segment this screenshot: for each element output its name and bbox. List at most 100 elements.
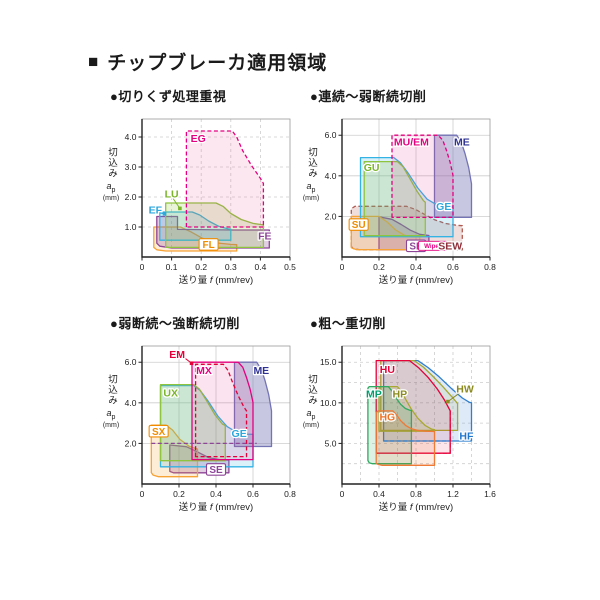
y-tick-label: 5.0 [325,438,337,448]
x-tick-label: 0.6 [247,489,259,499]
label-pointer-marker [178,206,182,211]
x-axis-label: 送り量 f (mm/rev) [179,274,253,286]
chart-body: 切込み ap (mm) 0 0.2 0.4 0.6 0.8 2.0 4.0 6.0 送り量 f … [100,334,300,530]
x-tick-label: 1.2 [447,489,459,499]
x-tick-label: 0 [140,489,145,499]
x-tick-label: 0.1 [166,262,178,272]
charts-grid: ●切りくず処理重視 切込み ap (mm) 0 0.1 0.2 0.3 0.4 0.5 1.… [100,86,500,530]
wiper-badge-text: Wiper [424,243,442,250]
chart-subtitle-interrupted: ●弱断続〜強断続切削 [110,316,240,331]
label-pointer-line [447,392,460,403]
x-axis-label: 送り量 f (mm/rev) [379,274,453,286]
region-label-HW: HW [456,384,474,396]
label-pointer-marker [189,361,194,366]
x-tick-label: 0.4 [254,262,266,272]
y-tick-label: 1.0 [125,222,137,232]
label-pointer-marker [162,212,167,216]
region-MX [191,361,254,461]
region-label-MP: MP [366,388,382,400]
x-tick-label: 0.3 [225,262,237,272]
region-LU [165,202,265,249]
x-tick-label: 0.8 [284,489,296,499]
region-label-GE: GE [436,201,451,213]
x-tick-label: 0.5 [284,262,296,272]
chart-subtitle-heavy: ●粗〜重切削 [310,316,386,331]
y-axis-label: 切込み ap (mm) [302,147,320,203]
chart-cell-chip-control: ●切りくず処理重視 切込み ap (mm) 0 0.1 0.2 0.3 0.4 0.5 1.… [100,86,300,303]
region-label-ME: ME [253,365,269,377]
label-pointer-marker [446,399,450,404]
x-tick-label: 0.4 [373,489,385,499]
region-label-GU: GU [364,162,380,174]
region-EG [185,130,265,228]
page-title-text: チップブレーカ適用領域 [107,53,328,74]
x-tick-label: 0.4 [410,262,422,272]
y-tick-label: 3.0 [125,162,137,172]
region-label-HG: HG [379,412,395,424]
region-label-UX: UX [163,388,178,400]
region-label-HU: HU [380,364,395,376]
x-tick-label: 0 [340,489,345,499]
y-tick-label: 4.0 [325,171,337,181]
region-label-MU/EM: MU/EM [394,136,429,148]
title-square-icon: ■ [88,52,100,71]
y-tick-label: 6.0 [325,130,337,140]
region-label-box-SU [348,218,369,231]
region-label-LU: LU [165,189,179,201]
x-tick-label: 0.2 [173,489,185,499]
region-label-HP: HP [393,388,408,400]
y-tick-label: 2.0 [125,192,137,202]
x-tick-label: 0.6 [447,262,459,272]
region-label-EF: EF [149,205,163,217]
region-label-ME: ME [454,136,470,148]
x-tick-label: 0 [140,262,145,272]
region-label-SX: SX [152,427,166,438]
chart-cell-heavy: ●粗〜重切削 切込み ap (mm) 0 0.4 0.8 1.2 1.6 5.0 10.0 1… [300,313,500,530]
chart-body: 切込み ap (mm) 0 0.1 0.2 0.3 0.4 0.5 1.0 2.0 3.0 4.0… [100,107,300,303]
chart-subtitle-continuous: ●連続〜弱断続切削 [310,89,427,104]
y-tick-label: 15.0 [320,357,337,367]
region-EF [159,211,232,241]
x-axis-label: 送り量 f (mm/rev) [379,501,453,513]
region-label-EM: EM [169,349,185,361]
chart-svg-chip-control: 0 0.1 0.2 0.3 0.4 0.5 1.0 2.0 3.0 4.0 送り量 f (mm/re… [125,118,296,286]
region-MP [367,385,413,465]
region-label-SEW: SEW [438,240,462,252]
chart-cell-continuous: ●連続〜弱断続切削 切込み ap (mm) 0 0.2 0.4 0.6 0.8 2.0 4.… [300,86,500,303]
chart-cell-interrupted: ●弱断続〜強断続切削 切込み ap (mm) 0 0.2 0.4 0.6 0.8 2.0 4… [100,313,300,530]
page-title: ■ チップブレーカ適用領域 [88,48,327,75]
region-label-SE: SE [209,465,223,476]
x-tick-label: 0.8 [484,262,496,272]
region-label-box-SX [148,424,169,438]
region-label-FL: FL [202,240,214,251]
y-axis-label: 切込み ap (mm) [302,374,320,430]
region-label-SU: SU [352,220,366,231]
wiper-badge [418,240,448,251]
y-tick-label: 6.0 [125,357,137,367]
chart-svg-continuous: 0 0.2 0.4 0.6 0.8 2.0 4.0 6.0 送り量 f (mm/rev) GU MU… [325,118,496,286]
region-label-MX: MX [196,365,212,377]
y-tick-label: 2.0 [325,211,337,221]
x-tick-label: 0.8 [410,489,422,499]
y-tick-label: 10.0 [320,398,337,408]
region-HG [375,410,436,466]
y-tick-label: 4.0 [125,132,137,142]
chart-svg-interrupted: 0 0.2 0.4 0.6 0.8 2.0 4.0 6.0 送り量 f (mm/rev) EM MX… [125,345,296,513]
region-label-GE: GE [232,428,247,440]
chart-body: 切込み ap (mm) 0 0.2 0.4 0.6 0.8 2.0 4.0 6.0 送り量 f … [300,107,500,303]
x-tick-label: 0.2 [373,262,385,272]
region-label-SE: SE [409,241,423,252]
region-label-box-FL [198,238,219,251]
boundary-line [434,410,451,454]
x-tick-label: 1.6 [484,489,496,499]
x-tick-label: 0 [340,262,345,272]
y-axis-label: 切込み ap (mm) [102,147,120,203]
region-MU/EM [391,134,454,219]
region-label-box-SE [205,463,227,476]
x-axis-label: 送り量 f (mm/rev) [179,501,253,513]
chart-body: 切込み ap (mm) 0 0.4 0.8 1.2 1.6 5.0 10.0 15.0 送り量 … [300,334,500,530]
x-tick-label: 0.2 [195,262,207,272]
y-tick-label: 4.0 [125,398,137,408]
chart-svg-heavy: 0 0.4 0.8 1.2 1.6 5.0 10.0 15.0 送り量 f (mm/rev) HU… [320,345,496,513]
